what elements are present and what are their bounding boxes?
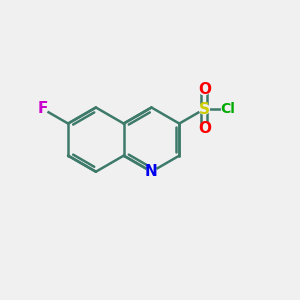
Circle shape <box>199 104 209 114</box>
Circle shape <box>146 167 157 177</box>
Text: N: N <box>145 164 158 179</box>
Circle shape <box>38 104 48 114</box>
Text: F: F <box>37 101 48 116</box>
Text: O: O <box>198 82 211 97</box>
Circle shape <box>199 85 209 95</box>
Text: S: S <box>199 102 210 117</box>
Text: Cl: Cl <box>220 102 236 116</box>
Circle shape <box>199 123 209 134</box>
Text: O: O <box>198 121 211 136</box>
Circle shape <box>221 103 235 116</box>
